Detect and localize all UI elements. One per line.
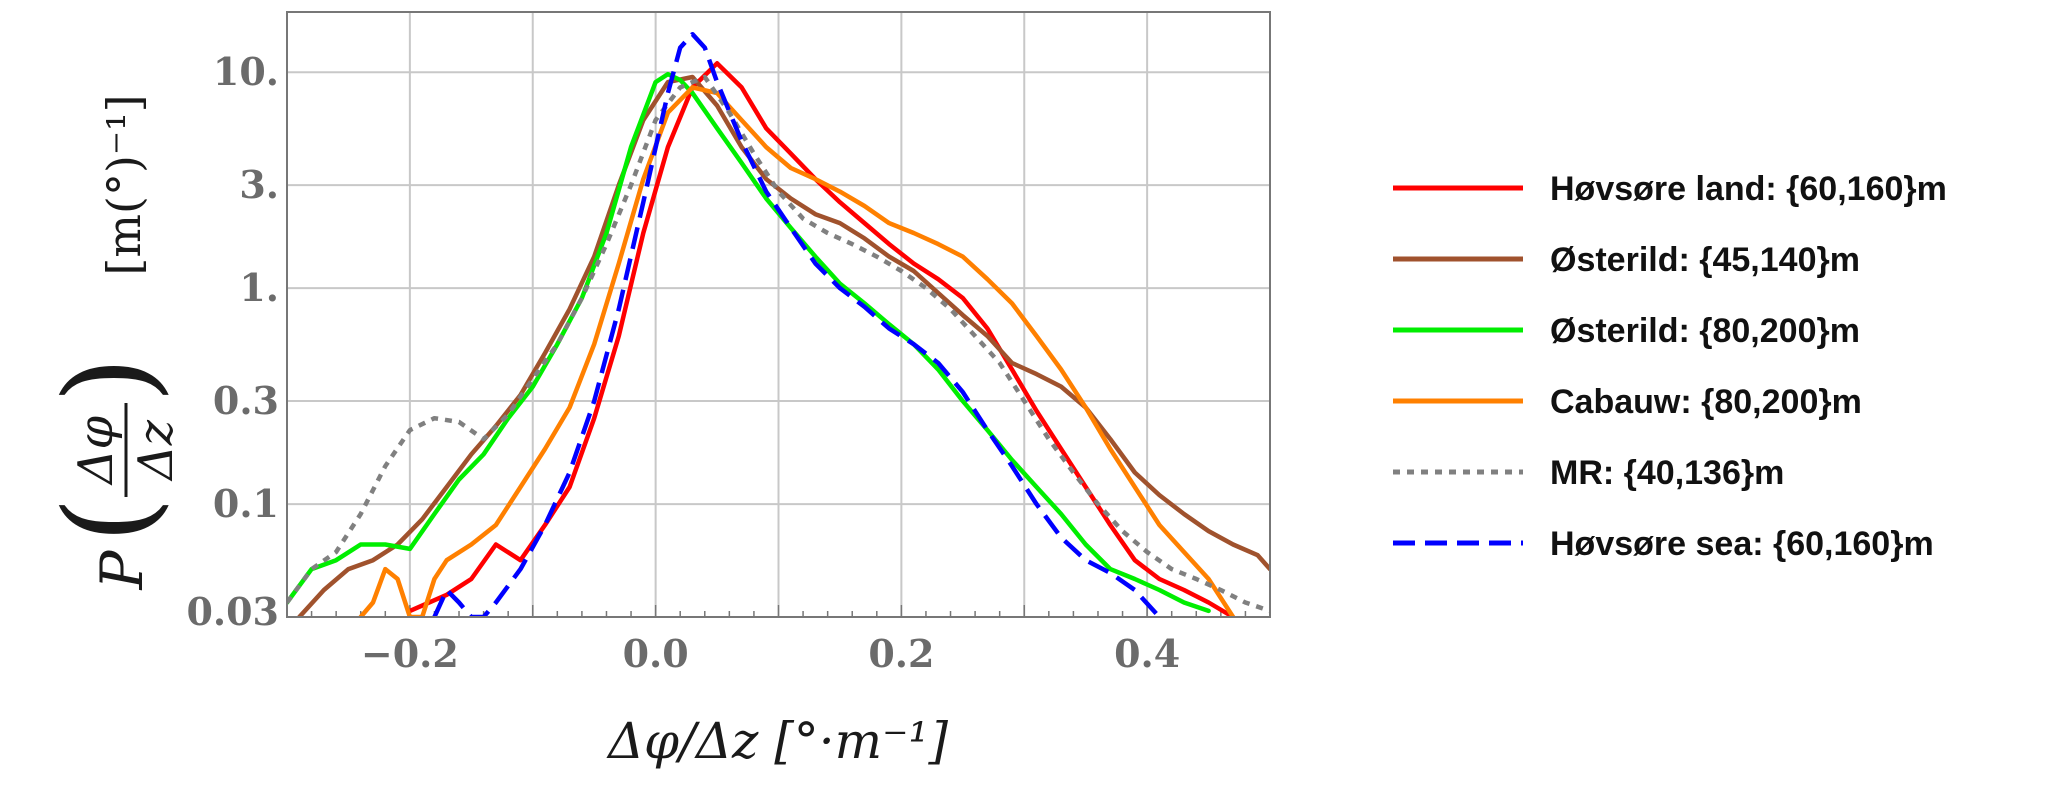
y-tick-labels: 0.03 0.1 0.3 1. 3. 10. xyxy=(186,49,279,634)
x-tick-label: 0.2 xyxy=(868,631,934,676)
x-tick-labels: −0.2 0.0 0.2 0.4 xyxy=(361,631,1180,676)
y-tick-label: 10. xyxy=(213,49,279,94)
y-axis-label-p: P xyxy=(88,550,156,591)
y-tick-label: 0.3 xyxy=(213,378,279,423)
x-tick-label: 0.4 xyxy=(1114,631,1180,676)
grid xyxy=(286,12,1271,618)
x-tick-label: 0.0 xyxy=(623,631,689,676)
series-line-5 xyxy=(287,74,1270,614)
y-axis-label-open-paren: ( xyxy=(40,497,179,544)
series-line-6 xyxy=(432,31,1162,617)
legend-label-4: Cabauw: {80,200}m xyxy=(1550,383,1862,421)
y-tick-label: 1. xyxy=(239,265,279,310)
series-line-4 xyxy=(358,85,1236,617)
legend-label-2: Østerild: {45,140}m xyxy=(1550,241,1860,279)
y-axis-label-close-paren: ) xyxy=(40,357,179,404)
y-tick-label: 0.1 xyxy=(213,481,279,526)
plot-frame xyxy=(286,11,1271,618)
legend: Høvsøre land: {60,160}m Østerild: {45,140… xyxy=(1393,170,1947,563)
legend-label-5: MR: {40,136}m xyxy=(1550,454,1784,492)
plot-lines xyxy=(287,31,1270,617)
y-tick-label: 0.03 xyxy=(186,589,279,634)
y-tick-label: 3. xyxy=(239,162,279,207)
series-line-3 xyxy=(287,71,1211,614)
x-tick-label: −0.2 xyxy=(361,631,459,676)
series-line-2 xyxy=(297,74,1270,617)
y-axis-label-frac-den: Δz xyxy=(128,419,184,482)
y-axis-label: P ( Δφ Δz ) [m(°)⁻¹] xyxy=(40,94,184,590)
legend-label-6: Høvsøre sea: {60,160}m xyxy=(1550,525,1934,563)
y-axis-label-frac-num: Δφ xyxy=(68,415,124,486)
x-axis-label: Δφ/Δz [°·m⁻¹] xyxy=(606,712,949,770)
legend-label-3: Østerild: {80,200}m xyxy=(1550,312,1860,350)
legend-label-1: Høvsøre land: {60,160}m xyxy=(1550,170,1947,208)
y-axis-label-unit: [m(°)⁻¹] xyxy=(97,94,151,275)
